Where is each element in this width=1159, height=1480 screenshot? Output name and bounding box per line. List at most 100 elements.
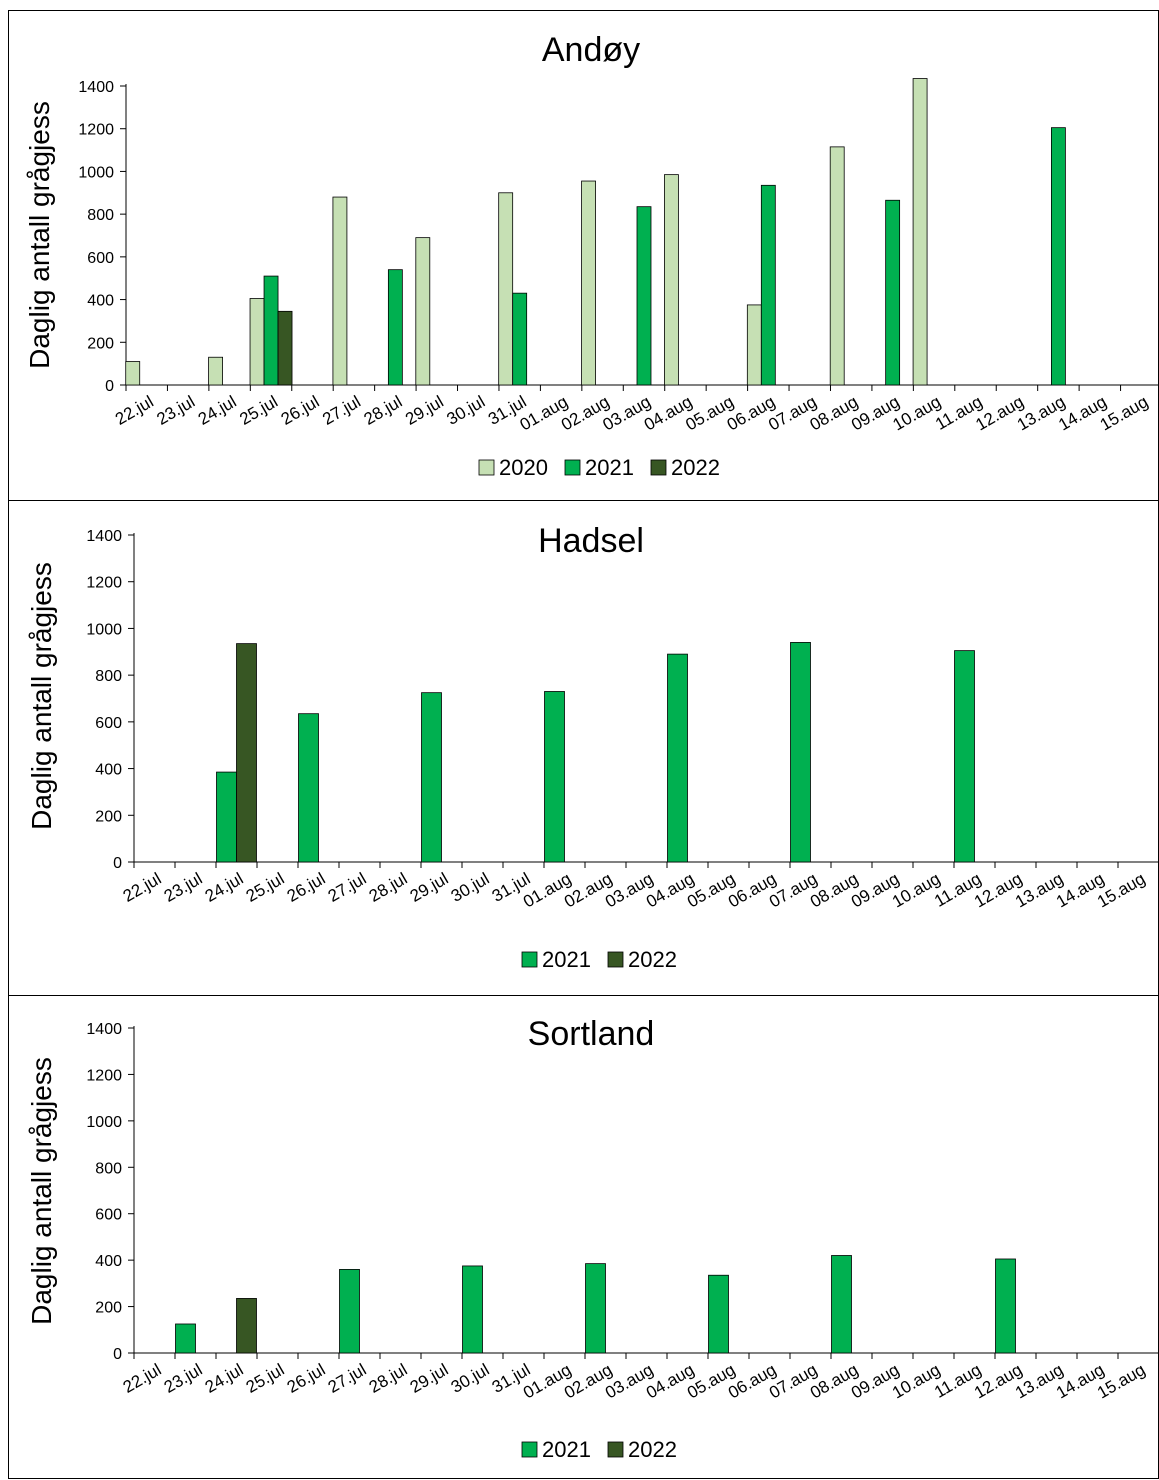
bar-2022-24.jul [236, 643, 257, 863]
y-tick-label: 200 [87, 335, 114, 352]
x-tick-label: 10.aug [889, 1360, 944, 1402]
x-tick-label: 30.jul [448, 869, 493, 906]
y-tick-label: 1000 [86, 621, 122, 638]
y-tick-label: 1400 [86, 1021, 122, 1038]
y-tick-label: 800 [95, 1160, 122, 1177]
bar-2021-01.aug [544, 691, 565, 863]
legend-label: 2022 [671, 455, 720, 480]
bar-2021-13.aug [1051, 127, 1066, 386]
x-tick-label: 28.jul [366, 869, 411, 906]
chart-hadsel: Hadsel Daglig antall grågjess 0 200 400 600 80… [26, 522, 1159, 972]
y-axis-label: Daglig antall grågjess [26, 562, 57, 830]
y-axis-label: Daglig antall grågjess [24, 101, 55, 369]
y-tick-label: 400 [95, 762, 122, 779]
x-tick-label: 26.jul [278, 392, 323, 429]
bar-2021-09.aug [885, 199, 901, 386]
x-tick-label: 22.jul [112, 392, 157, 429]
x-tick-label: 29.jul [407, 1360, 452, 1397]
x-tick-label: 22.jul [120, 1360, 165, 1397]
chart-panel-sortland: Sortland Daglig antall grågjess 0 200 400 600… [8, 995, 1159, 1479]
y-tick-label: 600 [95, 1207, 122, 1224]
y-tick-label: 1000 [86, 1114, 122, 1131]
bar-2020-04.aug [664, 174, 679, 386]
y-tick-label: 200 [95, 1300, 122, 1317]
legend-label: 2021 [542, 1437, 591, 1462]
x-tick-label: 27.jul [325, 869, 370, 906]
bar-2021-23.jul [175, 1323, 196, 1354]
bar-2020-27.jul [332, 196, 348, 386]
bar-2021-27.jul [339, 1269, 360, 1354]
bar-2021-26.jul [298, 713, 319, 863]
chart-title: Hadsel [538, 522, 644, 560]
y-tick-label: 600 [87, 250, 114, 267]
chart-panel-andoy: Andøy Daglig antall grågjess 0 200 400 600 800… [8, 10, 1159, 501]
x-tick-label: 25.jul [236, 392, 281, 429]
x-tick-label: 10.aug [889, 869, 944, 911]
bar-2021-31.jul [512, 292, 528, 386]
bar-2021-04.aug [667, 653, 688, 863]
x-tick-label: 25.jul [243, 1360, 288, 1397]
y-tick-label: 1000 [78, 164, 114, 181]
y-tick-label: 800 [95, 668, 122, 685]
y-tick-label: 1400 [78, 79, 114, 96]
x-tick-label: 15.aug [1094, 1360, 1149, 1402]
bar-2020-24.jul [208, 356, 224, 386]
legend-swatch-2022 [607, 951, 624, 968]
legend-swatch-2020 [478, 459, 495, 476]
legend-label: 2021 [585, 455, 634, 480]
y-tick-label: 0 [113, 1346, 122, 1363]
y-tick-label: 400 [95, 1253, 122, 1270]
x-tick-label: 29.jul [402, 392, 447, 429]
y-tick-label: 0 [113, 855, 122, 872]
bar-2021-02.aug [585, 1263, 606, 1354]
bar-2021-30.jul [462, 1265, 483, 1354]
legend-swatch-2021 [521, 1441, 538, 1458]
legend-swatch-2022 [650, 459, 667, 476]
legend-label: 2022 [628, 1437, 677, 1462]
x-tick-label: 28.jul [361, 392, 406, 429]
bar-2021-28.jul [387, 269, 403, 386]
bar-2021-08.aug [831, 1255, 852, 1354]
legend-label: 2022 [628, 947, 677, 972]
y-tick-label: 1400 [86, 528, 122, 545]
y-tick-label: 400 [87, 293, 114, 310]
y-tick-label: 0 [105, 378, 114, 395]
y-tick-label: 1200 [86, 575, 122, 592]
y-tick-label: 1200 [78, 122, 114, 139]
y-tick-label: 1200 [86, 1067, 122, 1084]
x-tick-label: 22.jul [120, 869, 165, 906]
chart-sortland: Sortland Daglig antall grågjess 0 200 400 600… [26, 1015, 1159, 1462]
chart-andoy: Andøy Daglig antall grågjess 0 200 400 600 800… [24, 31, 1159, 480]
x-tick-label: 24.jul [195, 392, 240, 429]
bar-2021-24.jul [216, 771, 237, 863]
chart-panel-hadsel: Hadsel Daglig antall grågjess 0 200 400 600 80… [8, 500, 1159, 996]
bar-2021-11.aug [954, 650, 975, 863]
x-tick-label: 30.jul [444, 392, 489, 429]
legend-swatch-2021 [521, 951, 538, 968]
x-tick-label: 23.jul [153, 392, 198, 429]
legend-swatch-2022 [607, 1441, 624, 1458]
bar-2020-06.aug [746, 304, 762, 386]
bar-2021-05.aug [708, 1274, 729, 1354]
x-tick-label: 29.jul [407, 869, 452, 906]
bar-2020-08.aug [829, 146, 845, 386]
x-tick-label: 27.jul [325, 1360, 370, 1397]
bar-2020-02.aug [581, 180, 596, 386]
legend-label: 2020 [499, 455, 548, 480]
y-tick-label: 800 [87, 207, 114, 224]
bar-2020-22.jul [125, 361, 141, 386]
bar-2021-03.aug [636, 206, 652, 386]
bar-2022-25.jul [277, 310, 293, 386]
bar-2021-12.aug [995, 1258, 1016, 1354]
x-tick-label: 27.jul [319, 392, 364, 429]
x-tick-label: 15.aug [1094, 869, 1149, 911]
x-tick-label: 30.jul [448, 1360, 493, 1397]
legend-label: 2021 [542, 947, 591, 972]
chart-title: Sortland [528, 1015, 655, 1053]
x-tick-label: 23.jul [161, 1360, 206, 1397]
y-axis-label: Daglig antall grågjess [26, 1057, 57, 1325]
x-tick-label: 23.jul [161, 869, 206, 906]
legend-swatch-2021 [564, 459, 581, 476]
x-tick-label: 10.aug [890, 392, 945, 434]
x-tick-label: 24.jul [202, 869, 247, 906]
